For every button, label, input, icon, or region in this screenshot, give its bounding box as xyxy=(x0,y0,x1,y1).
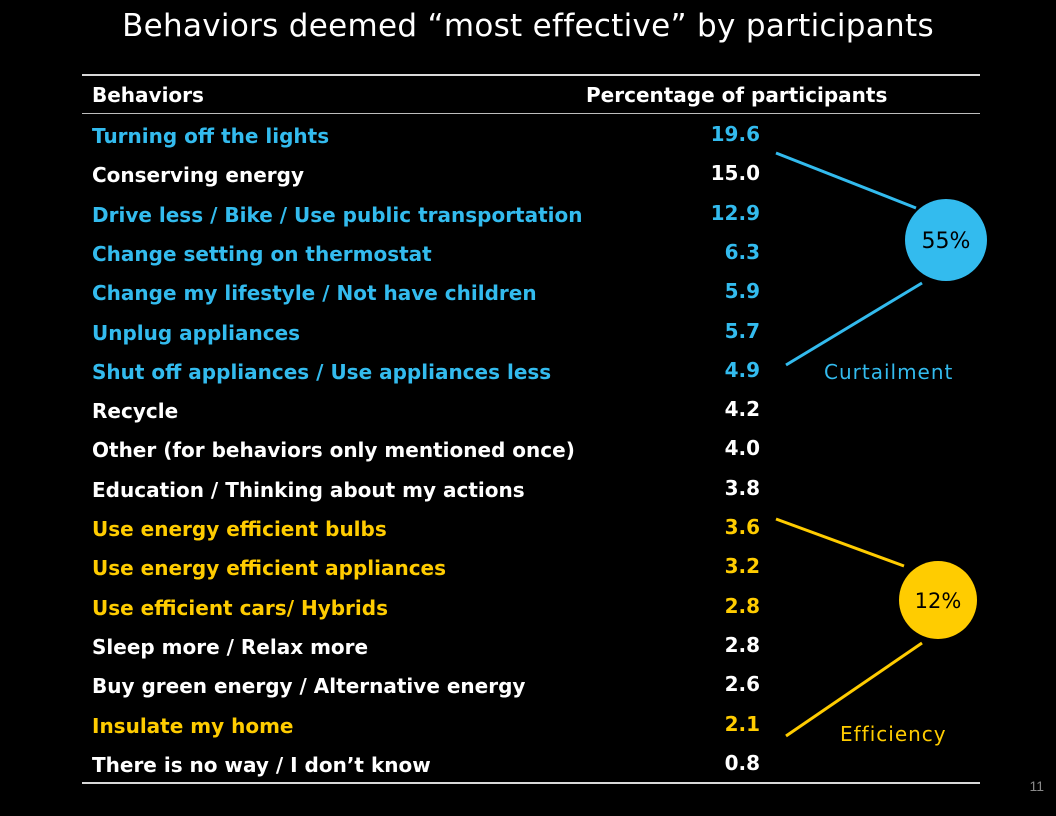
percentage-value: 4.2 xyxy=(724,397,760,422)
curtailment-connector-top xyxy=(775,151,917,210)
behavior-label: Turning off the lights xyxy=(92,124,330,148)
behavior-label: Shut off appliances / Use appliances les… xyxy=(92,359,552,384)
table-top-rule xyxy=(82,74,980,76)
behavior-label: Drive less / Bike / Use public transport… xyxy=(92,202,583,227)
table-row: Sleep more / Relax more 2.8 xyxy=(82,629,762,668)
behavior-label: Change my lifestyle / Not have children xyxy=(92,281,537,306)
table-row: Drive less / Bike / Use public transport… xyxy=(82,197,762,236)
table-row: Insulate my home 2.1 xyxy=(82,708,762,747)
curtailment-connector-bottom xyxy=(785,281,923,367)
header-percentage: Percentage of participants xyxy=(586,83,888,107)
behavior-label: Sleep more / Relax more xyxy=(92,634,369,659)
curtailment-annotation: 55% xyxy=(775,151,987,367)
header-behaviors: Behaviors xyxy=(92,83,204,107)
table-row: Buy green energy / Alternative energy 2.6 xyxy=(82,668,762,707)
percentage-value: 4.0 xyxy=(724,436,760,461)
percentage-value: 12.9 xyxy=(710,200,760,225)
percentage-value: 2.8 xyxy=(724,632,760,657)
table-row: Conserving energy 15.0 xyxy=(82,157,762,196)
percentage-value: 3.8 xyxy=(724,475,760,500)
table-row: Change setting on thermostat 6.3 xyxy=(82,236,762,275)
behavior-label: There is no way / I don’t know xyxy=(92,752,431,777)
curtailment-label: Curtailment xyxy=(824,360,954,384)
percentage-value: 2.1 xyxy=(724,711,760,736)
percentage-value: 2.8 xyxy=(724,593,760,618)
efficiency-connector-top xyxy=(775,517,905,568)
behavior-label: Use energy efficient bulbs xyxy=(92,517,387,541)
behavior-label: Change setting on thermostat xyxy=(92,241,432,266)
behavior-label: Buy green energy / Alternative energy xyxy=(92,674,526,699)
percentage-value: 19.6 xyxy=(710,122,760,146)
page-number: 11 xyxy=(1029,778,1044,794)
table-row: Other (for behaviors only mentioned once… xyxy=(82,432,762,471)
table-row: Use energy efficient appliances 3.2 xyxy=(82,550,762,589)
table-bottom-rule xyxy=(82,782,980,784)
table-row: Education / Thinking about my actions 3.8 xyxy=(82,472,762,511)
table-row: Shut off appliances / Use appliances les… xyxy=(82,354,762,393)
percentage-value: 0.8 xyxy=(724,750,760,775)
percentage-value: 5.7 xyxy=(724,318,760,343)
behavior-label: Conserving energy xyxy=(92,163,304,188)
table-row: Use energy efficient bulbs 3.6 xyxy=(82,511,762,550)
behavior-label: Use efficient cars/ Hybrids xyxy=(92,595,388,620)
behavior-label: Education / Thinking about my actions xyxy=(92,477,525,502)
header-rule xyxy=(82,113,980,114)
behavior-label: Recycle xyxy=(92,399,179,424)
curtailment-total: 55% xyxy=(922,229,971,254)
curtailment-circle xyxy=(905,199,987,281)
percentage-value: 6.3 xyxy=(724,239,760,264)
table-row: Recycle 4.2 xyxy=(82,393,762,432)
efficiency-total: 12% xyxy=(915,589,962,613)
behavior-label: Unplug appliances xyxy=(92,320,301,345)
behavior-label: Other (for behaviors only mentioned once… xyxy=(92,438,575,463)
table-row: Use efficient cars/ Hybrids 2.8 xyxy=(82,590,762,629)
efficiency-circle xyxy=(899,561,977,639)
slide-title: Behaviors deemed “most effective” by par… xyxy=(122,8,934,44)
percentage-value: 4.9 xyxy=(724,357,760,382)
percentage-value: 3.6 xyxy=(724,515,760,539)
table-row: Change my lifestyle / Not have children 5… xyxy=(82,275,762,314)
efficiency-label: Efficiency xyxy=(840,722,947,746)
behavior-label: Use energy efficient appliances xyxy=(92,556,447,581)
percentage-value: 5.9 xyxy=(724,279,760,304)
efficiency-annotation: 12% xyxy=(775,517,977,738)
percentage-value: 15.0 xyxy=(710,161,760,186)
table-row: There is no way / I don’t know 0.8 xyxy=(82,747,762,786)
table-row: Unplug appliances 5.7 xyxy=(82,315,762,354)
behavior-label: Insulate my home xyxy=(92,713,294,738)
percentage-value: 3.2 xyxy=(724,554,760,579)
table-row: Turning off the lights 19.6 xyxy=(82,118,762,157)
percentage-value: 2.6 xyxy=(724,672,760,697)
